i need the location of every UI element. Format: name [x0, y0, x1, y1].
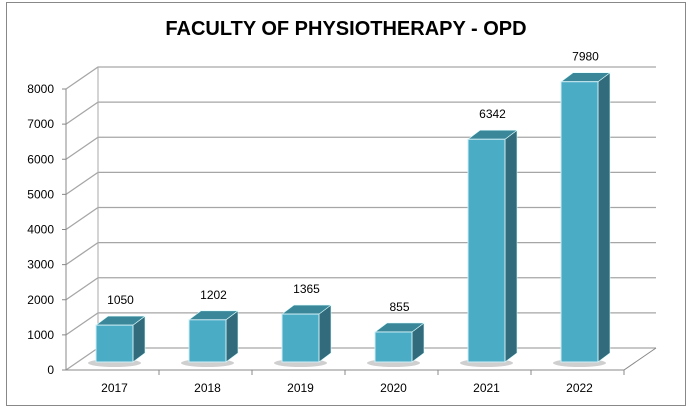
- bar-2022: [553, 72, 611, 367]
- data-label: 855: [389, 300, 409, 314]
- bar-side: [597, 72, 611, 363]
- bar-front: [467, 138, 506, 363]
- y-tick-label: 6000: [27, 152, 54, 166]
- x-tick-label: 2021: [473, 381, 500, 395]
- bar-front: [374, 331, 413, 363]
- y-tick-label: 5000: [27, 187, 54, 201]
- bar-front: [560, 81, 599, 363]
- data-label: 1365: [293, 282, 320, 296]
- x-tick-label: 2017: [101, 381, 128, 395]
- data-label: 6342: [479, 107, 506, 121]
- data-label: 7980: [572, 50, 599, 64]
- bar-2020: [367, 322, 425, 367]
- data-label: 1050: [107, 293, 134, 307]
- y-tick-label: 4000: [27, 223, 54, 237]
- bar-front: [281, 313, 320, 363]
- y-tick-label: 3000: [27, 258, 54, 272]
- bar-2017: [88, 315, 146, 367]
- x-tick-label: 2020: [380, 381, 407, 395]
- y-tick-label: 0: [47, 363, 54, 377]
- bar-front: [95, 324, 134, 363]
- chart-border: [6, 2, 686, 406]
- bar-front: [188, 319, 227, 363]
- x-tick-label: 2018: [194, 381, 221, 395]
- bar-2018: [181, 310, 239, 367]
- bar-side: [318, 304, 332, 363]
- x-tick-label: 2019: [287, 381, 314, 395]
- data-label: 1202: [200, 288, 227, 302]
- x-tick-label: 2022: [566, 381, 593, 395]
- y-tick-label: 2000: [27, 293, 54, 307]
- bar-side: [504, 129, 518, 363]
- y-tick-label: 1000: [27, 328, 54, 342]
- y-tick-label: 8000: [27, 82, 54, 96]
- bar-2019: [274, 304, 332, 367]
- chart-title: FACULTY OF PHYSIOTHERAPY - OPD: [165, 18, 527, 40]
- bar-2021: [460, 129, 518, 367]
- y-tick-label: 7000: [27, 117, 54, 131]
